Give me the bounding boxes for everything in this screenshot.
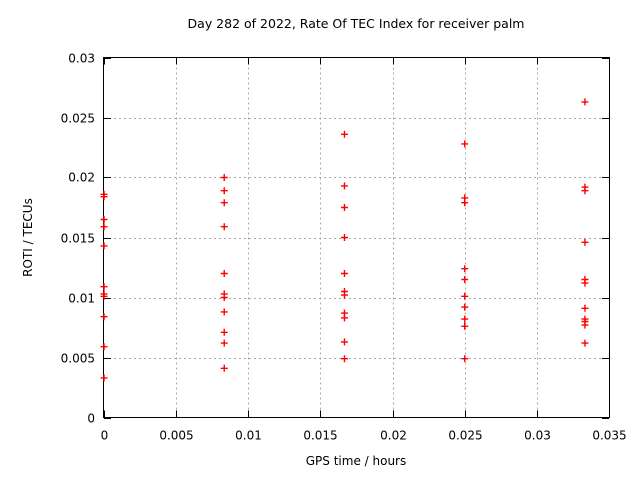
data-point-marker	[220, 174, 228, 181]
y-tick-label: 0	[87, 412, 95, 426]
y-tick-label: 0.015	[61, 232, 95, 246]
data-point-marker	[340, 355, 348, 363]
data-point-marker	[581, 98, 589, 106]
x-tick-label: 0.015	[303, 429, 337, 443]
x-tick-label: 0.005	[159, 429, 193, 443]
y-axis-label: ROTI / TECUs	[21, 198, 35, 277]
data-point-marker	[100, 193, 108, 201]
data-point-marker	[581, 279, 589, 287]
data-point-marker	[100, 292, 108, 300]
data-point-marker	[220, 294, 228, 301]
chart-title: Day 282 of 2022, Rate Of TEC Index for r…	[188, 16, 525, 31]
data-point-marker	[100, 313, 108, 321]
data-point-marker	[581, 304, 589, 312]
y-tick-label: 0.03	[68, 52, 95, 66]
data-point-marker	[100, 216, 108, 223]
data-point-marker	[581, 321, 589, 329]
y-tick-label: 0.01	[68, 292, 95, 306]
data-point-marker	[100, 223, 108, 231]
x-tick-label: 0.02	[380, 429, 407, 443]
y-tick-label: 0.005	[61, 352, 95, 366]
data-point-marker	[220, 270, 228, 277]
data-point-marker	[220, 187, 228, 195]
data-point-marker	[461, 292, 469, 300]
y-tick-label: 0.025	[61, 112, 95, 126]
data-point-marker	[220, 328, 228, 336]
data-point-marker	[461, 199, 469, 207]
data-point-marker	[461, 276, 469, 283]
plot-border	[103, 57, 610, 418]
y-tick-label: 0.02	[68, 171, 95, 185]
data-point-marker	[340, 130, 348, 138]
data-point-marker	[461, 322, 469, 330]
data-point-marker	[340, 291, 348, 299]
x-tick-label: 0.025	[448, 429, 482, 443]
data-point-marker	[100, 343, 108, 351]
data-point-marker	[340, 270, 348, 277]
x-tick-label: 0.03	[524, 429, 551, 443]
data-point-marker	[340, 234, 348, 241]
axis-tick-labels: 0 0.005 0.01 0.015 0.02 0.025 0.03 0.035 0 0.005 0…	[61, 52, 627, 443]
x-tick-label: 0.035	[592, 429, 626, 443]
data-point-marker	[340, 204, 348, 211]
data-point-marker	[340, 182, 348, 190]
data-point-marker	[220, 364, 228, 372]
data-point-marker	[581, 187, 589, 195]
data-point-marker	[100, 374, 108, 382]
data-point-marker	[220, 199, 228, 207]
data-point-marker	[100, 283, 108, 291]
x-tick-label: 0	[101, 429, 109, 443]
data-point-marker	[461, 355, 469, 363]
gridlines	[104, 57, 609, 418]
data-point-marker	[220, 223, 228, 231]
data-point-marker	[220, 308, 228, 316]
data-point-marker	[461, 140, 469, 148]
data-point-marker	[340, 314, 348, 322]
data-points	[100, 98, 589, 382]
data-point-marker	[461, 265, 469, 273]
data-point-marker	[461, 303, 469, 311]
x-axis-label: GPS time / hours	[306, 454, 407, 468]
data-point-marker	[220, 339, 228, 347]
data-point-marker	[461, 315, 469, 323]
data-point-marker	[581, 339, 589, 347]
data-point-marker	[340, 338, 348, 346]
data-point-marker	[581, 238, 589, 246]
data-point-marker	[100, 242, 108, 250]
x-tick-label: 0.01	[235, 429, 262, 443]
